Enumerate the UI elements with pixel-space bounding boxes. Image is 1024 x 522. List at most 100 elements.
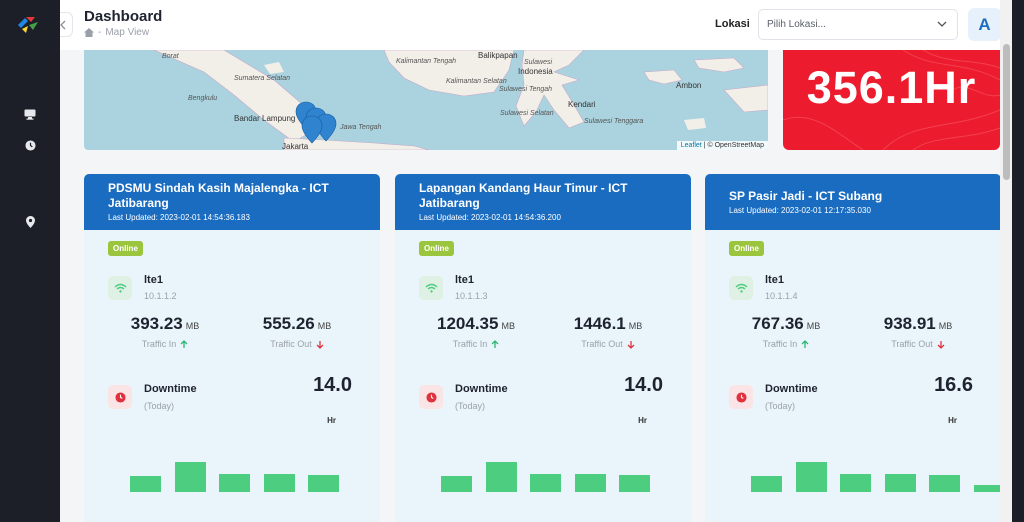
interface-ip: 10.1.1.2 [144,291,177,301]
device-card[interactable]: SP Pasir Jadi - ICT Subang Last Updated:… [705,174,1001,522]
clock-icon[interactable] [22,137,38,153]
traffic-in-label: Traffic In [452,339,488,349]
avatar[interactable]: A [968,8,1001,41]
traffic-in-value: 767.36 [751,314,804,333]
downtime-label: Downtime [144,383,197,395]
map-label: Balikpapan [478,51,518,60]
card-title: PDSMU Sindah Kasih Majalengka - ICT Jati… [108,181,329,210]
wifi-icon [419,276,443,300]
leaflet-link[interactable]: Leaflet [680,142,702,149]
status-badge: Online [108,241,143,256]
last-updated: Last Updated: 2023-02-01 14:54:36.200 [419,213,561,222]
map-label: Bandar Lampung [234,114,296,123]
downtime-label: Downtime [765,383,818,395]
downtime-clock-icon [729,385,753,409]
map-label: Sulawesi Tengah [499,86,553,93]
osm-attribution: | © OpenStreetMap [703,142,764,149]
downtime-bar [840,474,871,492]
map-label: Borat [162,53,179,60]
traffic-in: 767.36 MB Traffic In [721,314,851,349]
chevrons-left-icon [60,20,66,29]
traffic-out-unit: MB [938,321,953,331]
downtime-unit: Hr [948,416,957,425]
chevron-down-icon [937,21,947,27]
lokasi-label: Lokasi [715,18,750,30]
traffic-out: 1446.1 MB Traffic Out [543,314,673,349]
monitor-icon[interactable] [22,106,38,122]
map-attribution: Leaflet | © OpenStreetMap [676,141,768,150]
traffic-in-value: 393.23 [130,314,183,333]
downtime-bar [574,474,606,492]
map-label: Ambon [676,81,702,90]
status-badge: Online [419,241,454,256]
card-header: Lapangan Kandang Haur Timur - ICT Jatiba… [395,174,691,230]
downtime-clock-icon [108,385,132,409]
downtime-bar [308,475,339,492]
downtime-bar [130,476,161,492]
traffic-out-unit: MB [317,321,332,331]
map-label: Jakarta [282,142,309,150]
map-label: Sumatera Selatan [234,75,291,82]
downtime-bar [929,475,960,492]
collapse-sidebar-button[interactable] [60,12,73,37]
downtime-value: 14.0 [624,374,663,396]
traffic-in-unit: MB [806,321,821,331]
downtime-bars [751,444,1001,492]
device-card[interactable]: Lapangan Kandang Haur Timur - ICT Jatiba… [395,174,691,522]
map-label: Indonesia [518,67,553,76]
device-card[interactable]: PDSMU Sindah Kasih Majalengka - ICT Jati… [84,174,380,522]
map-label: Sulawesi Selatan [500,110,554,117]
downtime-bar [973,485,1001,492]
page-title: Dashboard [84,8,163,25]
map-pin-icon[interactable] [22,214,38,230]
traffic-out-label: Traffic Out [891,339,933,349]
scrollbar[interactable] [1000,0,1012,522]
traffic-in-unit: MB [185,321,200,331]
downtime-bar [795,462,827,492]
traffic-out: 938.91 MB Traffic Out [853,314,983,349]
downtime-label: Downtime [455,383,508,395]
home-icon[interactable] [84,28,94,37]
traffic-out-value: 938.91 [883,314,936,333]
arrow-down-icon [937,340,945,349]
arrow-up-icon [180,339,188,348]
traffic-out-value: 1446.1 [573,314,626,333]
traffic-in: 393.23 MB Traffic In [100,314,230,349]
map-label: Kalimantan Selatan [446,78,507,85]
downtime-bars [441,444,661,492]
downtime-bar [263,474,295,492]
downtime-bar [619,475,650,492]
last-updated: Last Updated: 2023-02-01 12:17:35.030 [729,206,871,215]
downtime-bar [219,474,250,492]
map-label: Sulawesi Tenggara [584,118,644,125]
contour-pattern [783,50,1000,150]
interface-ip: 10.1.1.4 [765,291,798,301]
downtime-clock-icon [419,385,443,409]
traffic-out-unit: MB [628,321,643,331]
arrow-up-icon [491,339,499,348]
company-logo-icon[interactable] [16,15,40,35]
total-downtime-value: 356.1Hr [806,62,977,113]
wifi-icon [729,276,753,300]
lokasi-select[interactable]: Pilih Lokasi... [758,9,958,40]
downtime-bar [174,462,206,492]
map-label: Kalimantan Tengah [396,58,457,65]
card-header: PDSMU Sindah Kasih Majalengka - ICT Jati… [84,174,380,230]
sidebar [0,0,60,522]
downtime-unit: Hr [638,416,647,425]
breadcrumb: - Map View [84,27,149,38]
lokasi-placeholder: Pilih Lokasi... [767,19,826,30]
map-label: Sulawesi [524,59,553,66]
downtime-bar [530,474,561,492]
card-title: Lapangan Kandang Haur Timur - ICT Jatiba… [419,181,628,210]
interface-ip: 10.1.1.3 [455,291,488,301]
downtime-bars [130,444,350,492]
traffic-out-value: 555.26 [262,314,315,333]
traffic-out-label: Traffic Out [270,339,312,349]
scrollbar-thumb[interactable] [1003,44,1010,180]
interface-name: lte1 [455,274,474,286]
location-map[interactable]: Borat Sumatera Selatan Bengkulu Bandar L… [84,50,768,150]
card-title: SP Pasir Jadi - ICT Subang [729,189,883,203]
main-content: Borat Sumatera Selatan Bengkulu Bandar L… [60,0,1012,522]
breadcrumb-separator: - [98,27,102,38]
